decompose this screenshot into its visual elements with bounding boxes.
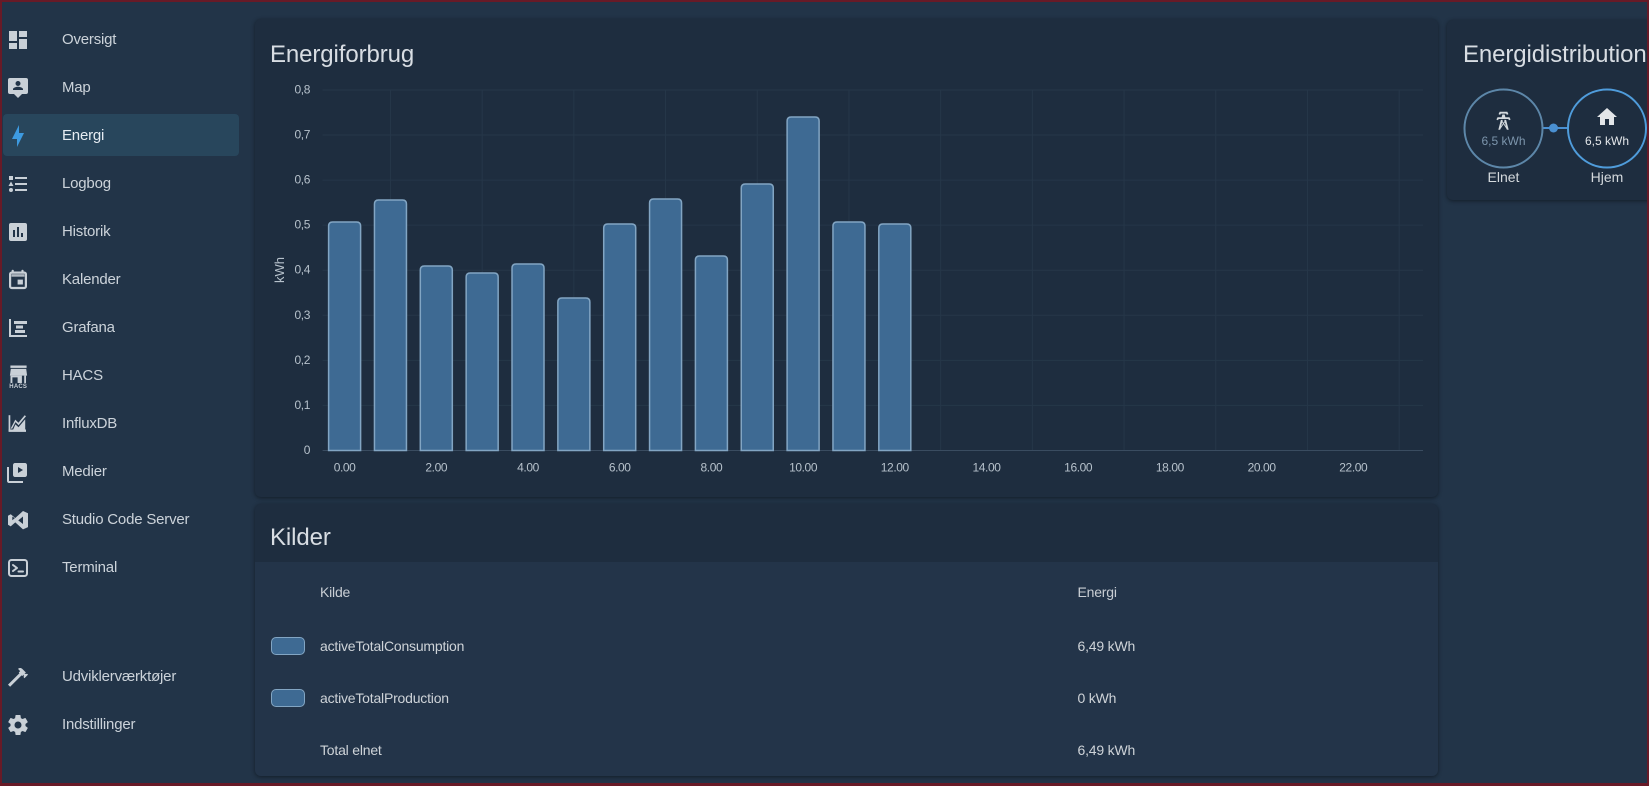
- svg-text:0,8: 0,8: [295, 82, 311, 96]
- svg-text:0: 0: [304, 443, 311, 457]
- svg-text:0,5: 0,5: [295, 218, 311, 232]
- svg-text:0,4: 0,4: [295, 263, 311, 277]
- svg-text:22.00: 22.00: [1339, 461, 1368, 475]
- svg-text:2.00: 2.00: [425, 461, 447, 475]
- svg-text:6.00: 6.00: [609, 461, 631, 475]
- svg-text:10.00: 10.00: [789, 461, 818, 475]
- svg-text:0,2: 0,2: [295, 353, 311, 367]
- svg-text:0,7: 0,7: [295, 128, 311, 142]
- svg-text:14.00: 14.00: [972, 461, 1001, 475]
- svg-text:18.00: 18.00: [1156, 461, 1185, 475]
- svg-text:kWh: kWh: [272, 257, 287, 283]
- svg-text:8.00: 8.00: [701, 461, 723, 475]
- svg-text:4.00: 4.00: [517, 461, 539, 475]
- svg-text:6,5 kWh: 6,5 kWh: [1585, 134, 1629, 148]
- svg-text:6,5 kWh: 6,5 kWh: [1481, 134, 1525, 148]
- svg-text:16.00: 16.00: [1064, 461, 1093, 475]
- svg-text:HACS: HACS: [9, 384, 27, 388]
- svg-text:Hjem: Hjem: [1591, 169, 1624, 185]
- svg-text:Elnet: Elnet: [1488, 169, 1520, 185]
- svg-text:12.00: 12.00: [881, 461, 910, 475]
- svg-text:20.00: 20.00: [1248, 461, 1277, 475]
- svg-text:0,1: 0,1: [295, 398, 311, 412]
- svg-text:0,3: 0,3: [295, 308, 311, 322]
- svg-text:0.00: 0.00: [334, 461, 356, 475]
- svg-text:0,6: 0,6: [295, 173, 311, 187]
